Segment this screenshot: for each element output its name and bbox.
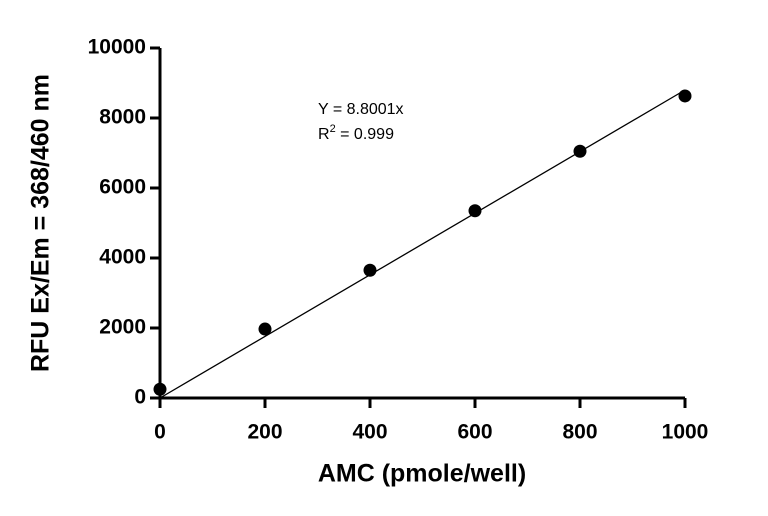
y-tick-label: 0 (134, 386, 146, 409)
y-tick-label: 2000 (99, 316, 146, 339)
r2-rest: = 0.999 (336, 126, 394, 143)
point (468, 204, 482, 218)
x-tick-label: 600 (457, 421, 492, 444)
r2-sup: 2 (330, 123, 336, 135)
x-tick-label: 1000 (662, 421, 709, 444)
y-tick-label: 10000 (88, 36, 146, 59)
r-squared: R2 = 0.999 (318, 123, 394, 143)
y-tick-label: 6000 (99, 176, 146, 199)
y-tick-label: 4000 (99, 246, 146, 269)
point (153, 382, 167, 396)
equation: Y = 8.8001x (318, 101, 404, 118)
x-tick-label: 0 (154, 421, 166, 444)
point (573, 144, 587, 158)
y-axis-label: RFU Ex/Em = 368/460 nm (27, 74, 55, 372)
x-axis-label: AMC (pmole/well) (318, 460, 526, 488)
x-tick-label: 800 (562, 421, 597, 444)
point (678, 89, 692, 103)
y-tick-label: 8000 (99, 106, 146, 129)
x-tick-label: 400 (352, 421, 387, 444)
r2-base: R (318, 126, 330, 143)
fit-line (159, 89, 686, 399)
point (258, 322, 272, 336)
x-tick-label: 200 (247, 421, 282, 444)
point (363, 263, 377, 277)
